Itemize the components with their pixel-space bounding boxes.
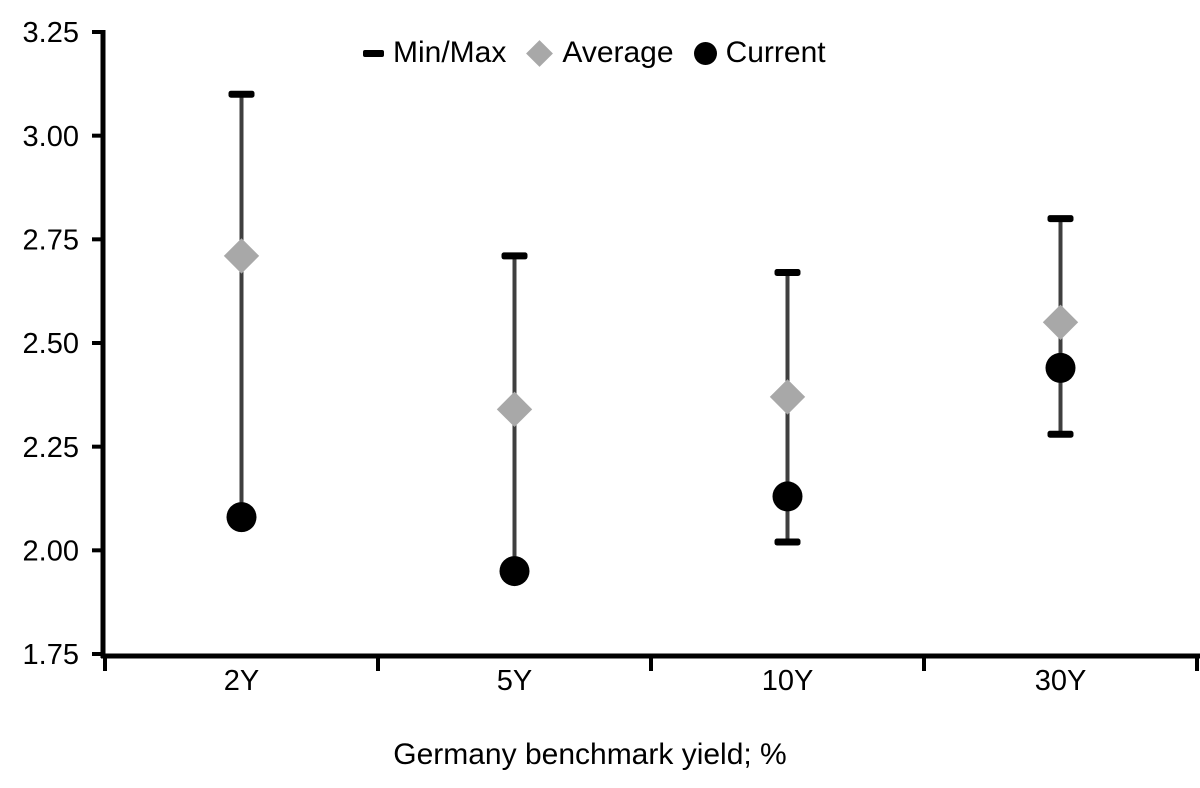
y-tick-label: 3.00 xyxy=(23,121,79,153)
minmax-dash-icon xyxy=(363,49,384,57)
average-diamond-marker xyxy=(1042,304,1079,340)
legend-item-average: Average xyxy=(526,36,674,70)
current-circle-marker xyxy=(226,502,257,533)
min-cap xyxy=(774,538,801,546)
legend-item-current: Current xyxy=(693,36,826,70)
max-cap xyxy=(774,269,801,277)
x-category-label: 10Y xyxy=(762,665,814,697)
average-diamond-marker xyxy=(223,238,260,274)
min-cap xyxy=(1047,430,1074,438)
y-tick-label: 2.75 xyxy=(23,224,79,256)
y-tick-label: 3.25 xyxy=(23,17,79,49)
x-category-label: 5Y xyxy=(497,665,532,697)
current-circle-icon xyxy=(693,41,717,65)
max-cap xyxy=(501,252,528,260)
average-diamond-marker xyxy=(496,391,533,428)
legend-label-average: Average xyxy=(562,36,674,69)
x-axis-title: Germany benchmark yield; % xyxy=(393,738,787,771)
legend-label-current: Current xyxy=(725,36,826,69)
current-circle-marker xyxy=(499,556,530,587)
y-tick-label: 2.50 xyxy=(23,328,79,360)
max-cap xyxy=(1047,215,1074,223)
average-diamond-icon xyxy=(526,39,554,67)
average-diamond-marker xyxy=(769,379,806,415)
max-cap xyxy=(228,90,255,98)
legend: Min/Max Average Current xyxy=(363,36,826,70)
y-tick-label: 2.25 xyxy=(23,432,79,464)
legend-label-minmax: Min/Max xyxy=(393,36,507,69)
x-category-label: 2Y xyxy=(224,665,259,697)
y-tick-label: 2.00 xyxy=(23,535,79,567)
current-circle-marker xyxy=(772,481,803,512)
y-tick-label: 1.75 xyxy=(23,639,79,671)
legend-item-minmax: Min/Max xyxy=(363,36,506,70)
current-circle-marker xyxy=(1045,352,1076,383)
x-category-label: 30Y xyxy=(1035,665,1087,697)
